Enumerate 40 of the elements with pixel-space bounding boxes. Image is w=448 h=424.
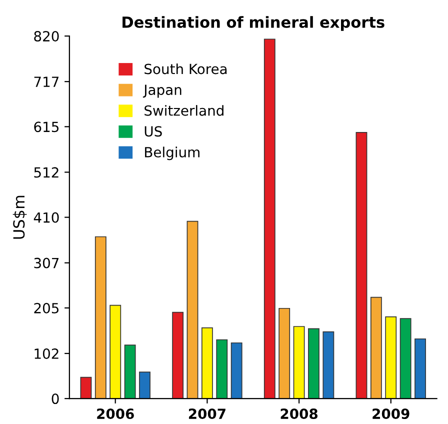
y-tick-label: 615 — [34, 122, 59, 132]
y-tick-label: 820 — [34, 31, 59, 42]
y-axis-title: US$m — [12, 196, 27, 239]
x-tick-label: 2007 — [188, 408, 226, 420]
bar — [308, 328, 320, 399]
bar — [110, 304, 122, 399]
bar — [356, 132, 368, 399]
y-tick-label: 0 — [52, 394, 59, 404]
bar — [264, 38, 276, 399]
bar — [230, 342, 242, 399]
legend-label: South Korea — [144, 63, 227, 74]
legend-label: Japan — [142, 84, 182, 98]
bar — [370, 296, 382, 399]
bar — [172, 312, 184, 399]
legend-label: Belgium — [145, 146, 200, 160]
bar — [139, 372, 150, 399]
y-tick-label: 205 — [34, 302, 59, 314]
y-tick-label: 512 — [34, 167, 58, 178]
y-tick-label: 410 — [34, 212, 59, 223]
x-tick-label: 2009 — [372, 408, 410, 420]
bar — [80, 376, 92, 399]
legend-label: US — [144, 126, 162, 137]
y-tick-label: 717 — [34, 76, 59, 87]
bar — [278, 308, 290, 399]
y-tick-label: 307 — [34, 258, 59, 268]
chart-title: Destination of mineral exports — [122, 16, 384, 31]
x-tick-label: 2008 — [280, 408, 318, 420]
bar — [124, 344, 136, 399]
y-tick-label: 102 — [34, 348, 58, 359]
bar — [385, 316, 397, 399]
bar — [293, 326, 305, 399]
bar — [94, 236, 106, 399]
bar — [186, 220, 198, 399]
legend-label: Switzerland — [144, 105, 224, 116]
bar — [414, 338, 426, 399]
bar — [400, 318, 412, 399]
bar — [201, 327, 213, 399]
x-tick-label: 2006 — [97, 408, 134, 420]
bar — [216, 339, 228, 399]
bar — [322, 331, 334, 399]
